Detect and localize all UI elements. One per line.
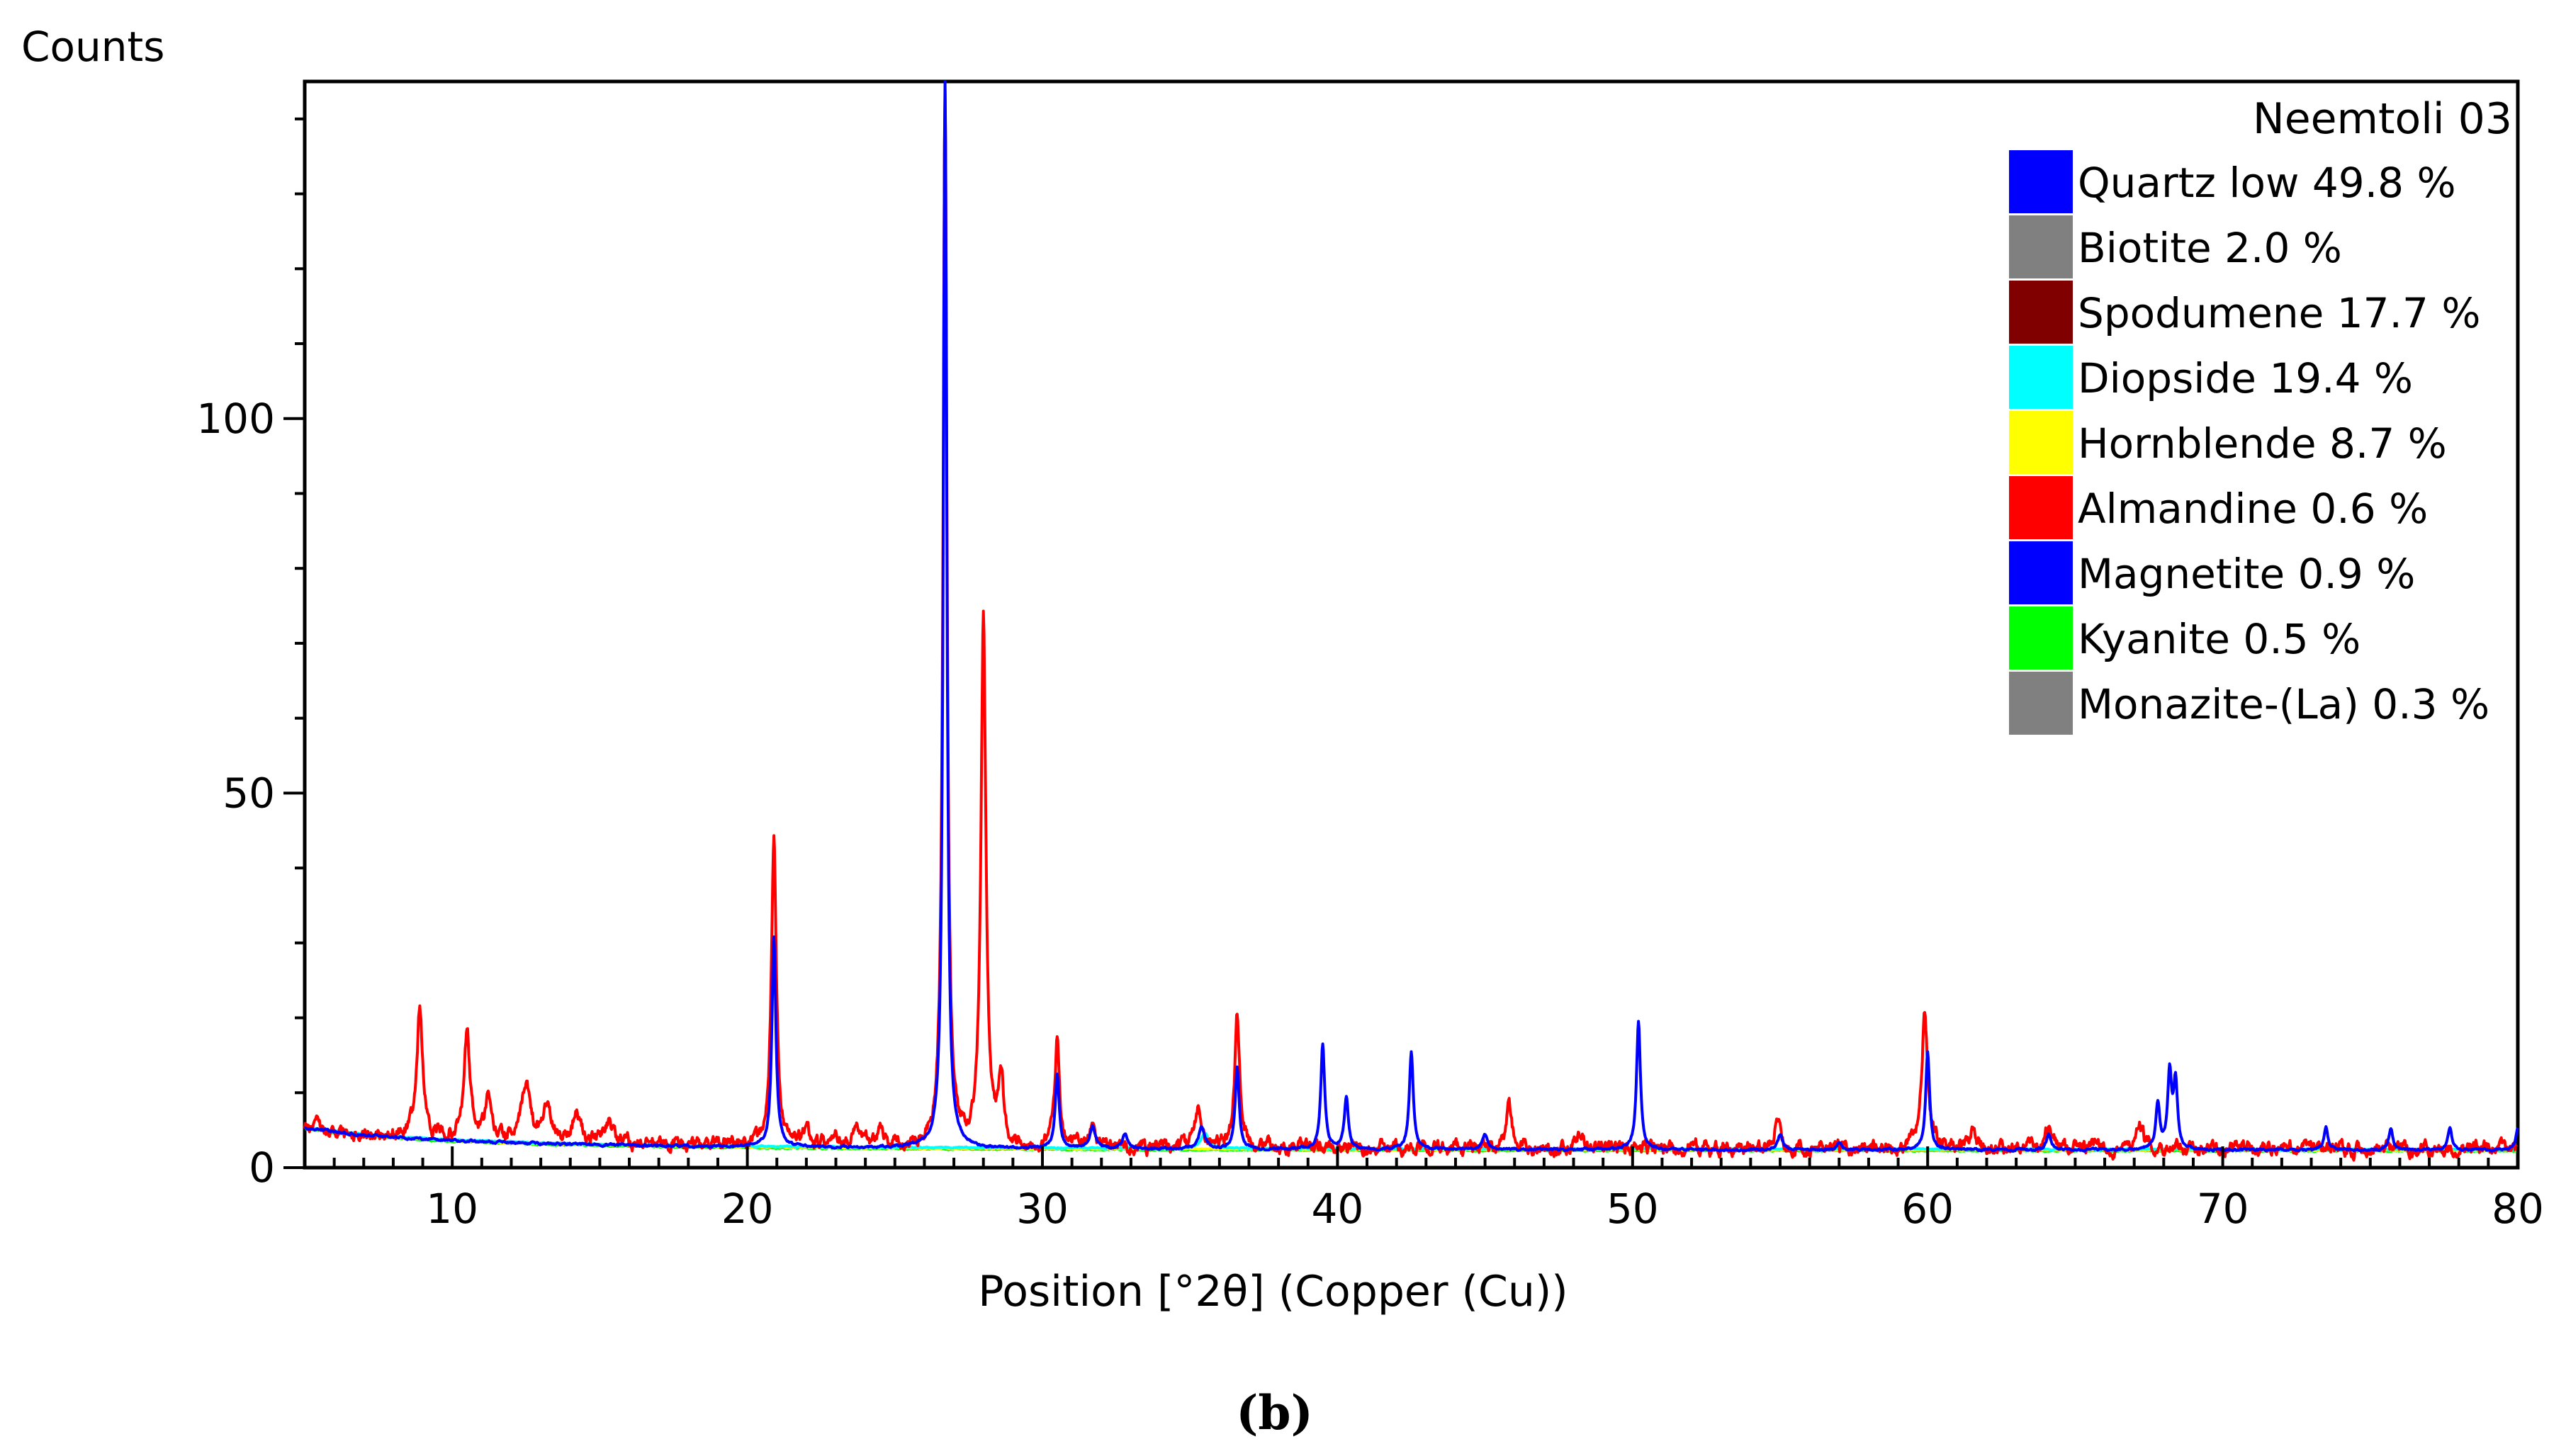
x-axis-label-wrap: Position [°2θ] (Copper (Cu)) [0, 1267, 2549, 1316]
legend-label: Magnetite 0.9 % [2078, 550, 2415, 598]
legend-swatch [2009, 672, 2073, 735]
legend-swatch [2009, 606, 2073, 670]
x-tick-label: 50 [1607, 1185, 1659, 1233]
x-axis: 10 20 30 40 50 60 70 80 [303, 1146, 2544, 1233]
x-tick-label: 40 [1311, 1185, 1363, 1233]
series-line-0 [303, 89, 2519, 1162]
series-line-1 [303, 80, 2519, 1153]
legend-swatch [2009, 476, 2073, 539]
legend-label: Quartz low 49.8 % [2078, 159, 2456, 207]
legend-swatch [2009, 215, 2073, 278]
plot-frame [303, 79, 2520, 1170]
x-tick-label: 70 [2197, 1185, 2249, 1233]
x-tick-label: 10 [426, 1185, 478, 1233]
legend-swatch [2009, 150, 2073, 213]
figure-label: (b) [1236, 1385, 1313, 1440]
x-axis-label: Position [°2θ] (Copper (Cu)) [978, 1267, 1568, 1316]
x-tick-label: 80 [2492, 1185, 2544, 1233]
x-tick-label: 20 [721, 1185, 774, 1233]
legend-label: Kyanite 0.5 % [2078, 615, 2361, 663]
series-layer [303, 80, 2519, 1162]
y-tick-label: 0 [249, 1144, 275, 1192]
legend-swatch [2009, 281, 2073, 344]
legend-label: Almandine 0.6 % [2078, 485, 2428, 533]
y-tick-label: 100 [196, 395, 275, 443]
legend: Neemtoli 03 Quartz low 49.8 % Biotite 2.0… [2009, 94, 2512, 735]
legend-label: Diopside 19.4 % [2078, 354, 2413, 402]
legend-title: Neemtoli 03 [2253, 94, 2512, 144]
legend-label: Monazite-(La) 0.3 % [2078, 680, 2489, 728]
y-tick-label: 50 [223, 769, 275, 817]
legend-label: Spodumene 17.7 % [2078, 289, 2480, 337]
legend-label: Biotite 2.0 % [2078, 224, 2342, 272]
y-axis: 0 50 100 [196, 117, 305, 1192]
x-tick-label: 30 [1016, 1185, 1069, 1233]
legend-swatch [2009, 411, 2073, 474]
legend-label: Hornblende 8.7 % [2078, 419, 2447, 468]
y-axis-label: Counts [21, 23, 165, 71]
x-tick-label: 60 [1901, 1185, 1954, 1233]
legend-swatch [2009, 346, 2073, 409]
legend-swatch [2009, 541, 2073, 604]
